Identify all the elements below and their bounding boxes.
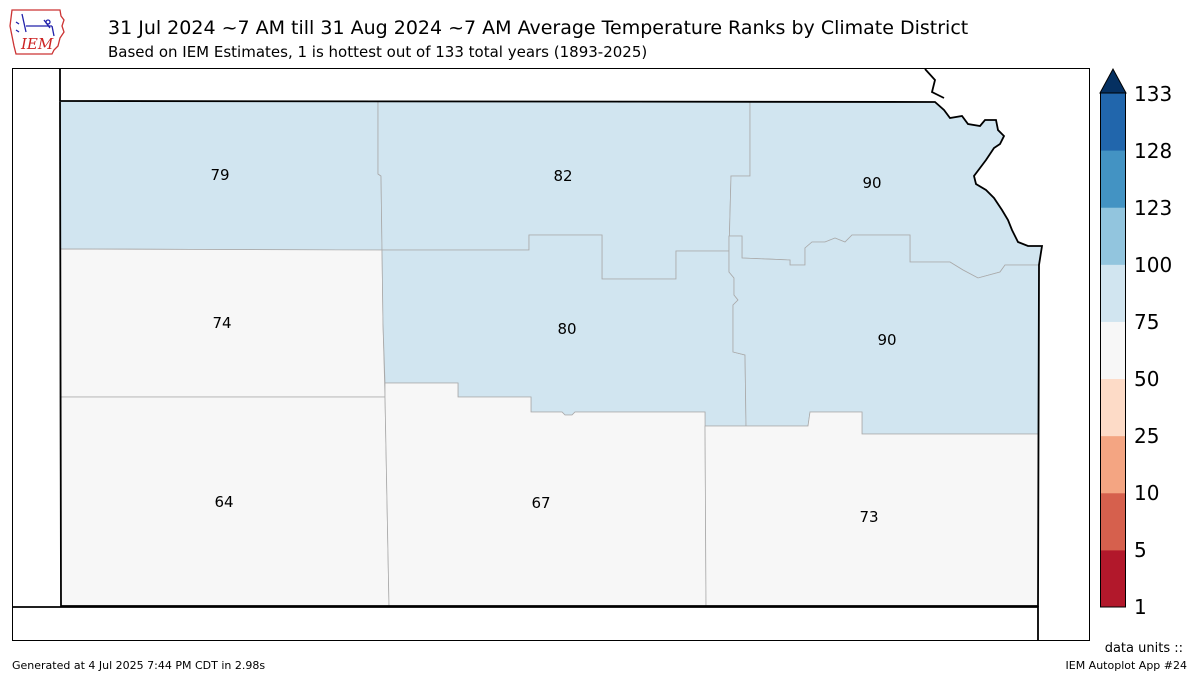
district-rank-label: 79 — [210, 166, 229, 184]
colorbar-segment — [1100, 549, 1126, 608]
district-rank-label: 73 — [859, 508, 878, 526]
colorbar-tick-label: 1 — [1134, 595, 1147, 619]
colorbar-segment — [1100, 321, 1126, 380]
state-boundary — [59, 69, 1044, 607]
river-boundary — [924, 68, 945, 99]
colorbar-extend-arrow — [1099, 67, 1127, 94]
district-rank-label: 82 — [553, 167, 572, 185]
colorbar-segment — [1100, 435, 1126, 494]
colorbar-tick-label: 75 — [1134, 310, 1159, 334]
district-rank-label: 80 — [557, 320, 576, 338]
southern-boundary — [12, 606, 1039, 641]
colorbar-segment — [1100, 93, 1126, 151]
colorbar-tick-label: 123 — [1134, 196, 1172, 220]
district-east-central — [728, 234, 1040, 435]
colorbar-tick-label: 50 — [1134, 367, 1159, 391]
colorbar-segment — [1100, 207, 1126, 265]
colorbar-segment — [1100, 492, 1126, 551]
district-rank-label: 90 — [862, 174, 881, 192]
colorbar-tick-label: 100 — [1134, 253, 1172, 277]
chart-subtitle: Based on IEM Estimates, 1 is hottest out… — [108, 43, 648, 61]
chart-title: 31 Jul 2024 ~7 AM till 31 Aug 2024 ~7 AM… — [108, 17, 969, 39]
colorbar-segment — [1100, 378, 1126, 437]
district-rank-label: 74 — [212, 314, 231, 332]
colorbar-tick-label: 5 — [1134, 538, 1147, 562]
app-credit: IEM Autoplot App #24 — [1065, 659, 1188, 672]
colorbar-tick-label: 10 — [1134, 481, 1159, 505]
colorbar-segment — [1100, 264, 1126, 322]
district-rank-label: 64 — [214, 493, 233, 511]
logo-text: IEM — [20, 35, 54, 53]
colorbar-tick-label: 25 — [1134, 424, 1159, 448]
colorbar-segment — [1100, 150, 1126, 208]
data-units-label: data units :: — [1104, 641, 1183, 656]
generated-timestamp: Generated at 4 Jul 2025 7:44 PM CDT in 2… — [12, 659, 266, 672]
iem-logo: IEM — [9, 9, 65, 55]
colorbar-tick-label: 133 — [1134, 82, 1172, 106]
district-rank-label: 90 — [877, 331, 896, 349]
colorbar: 1 5 10 25 50 75 100 123 128 133 — [1099, 67, 1172, 619]
colorbar-tick-label: 128 — [1134, 139, 1172, 163]
district-rank-label: 67 — [531, 494, 550, 512]
